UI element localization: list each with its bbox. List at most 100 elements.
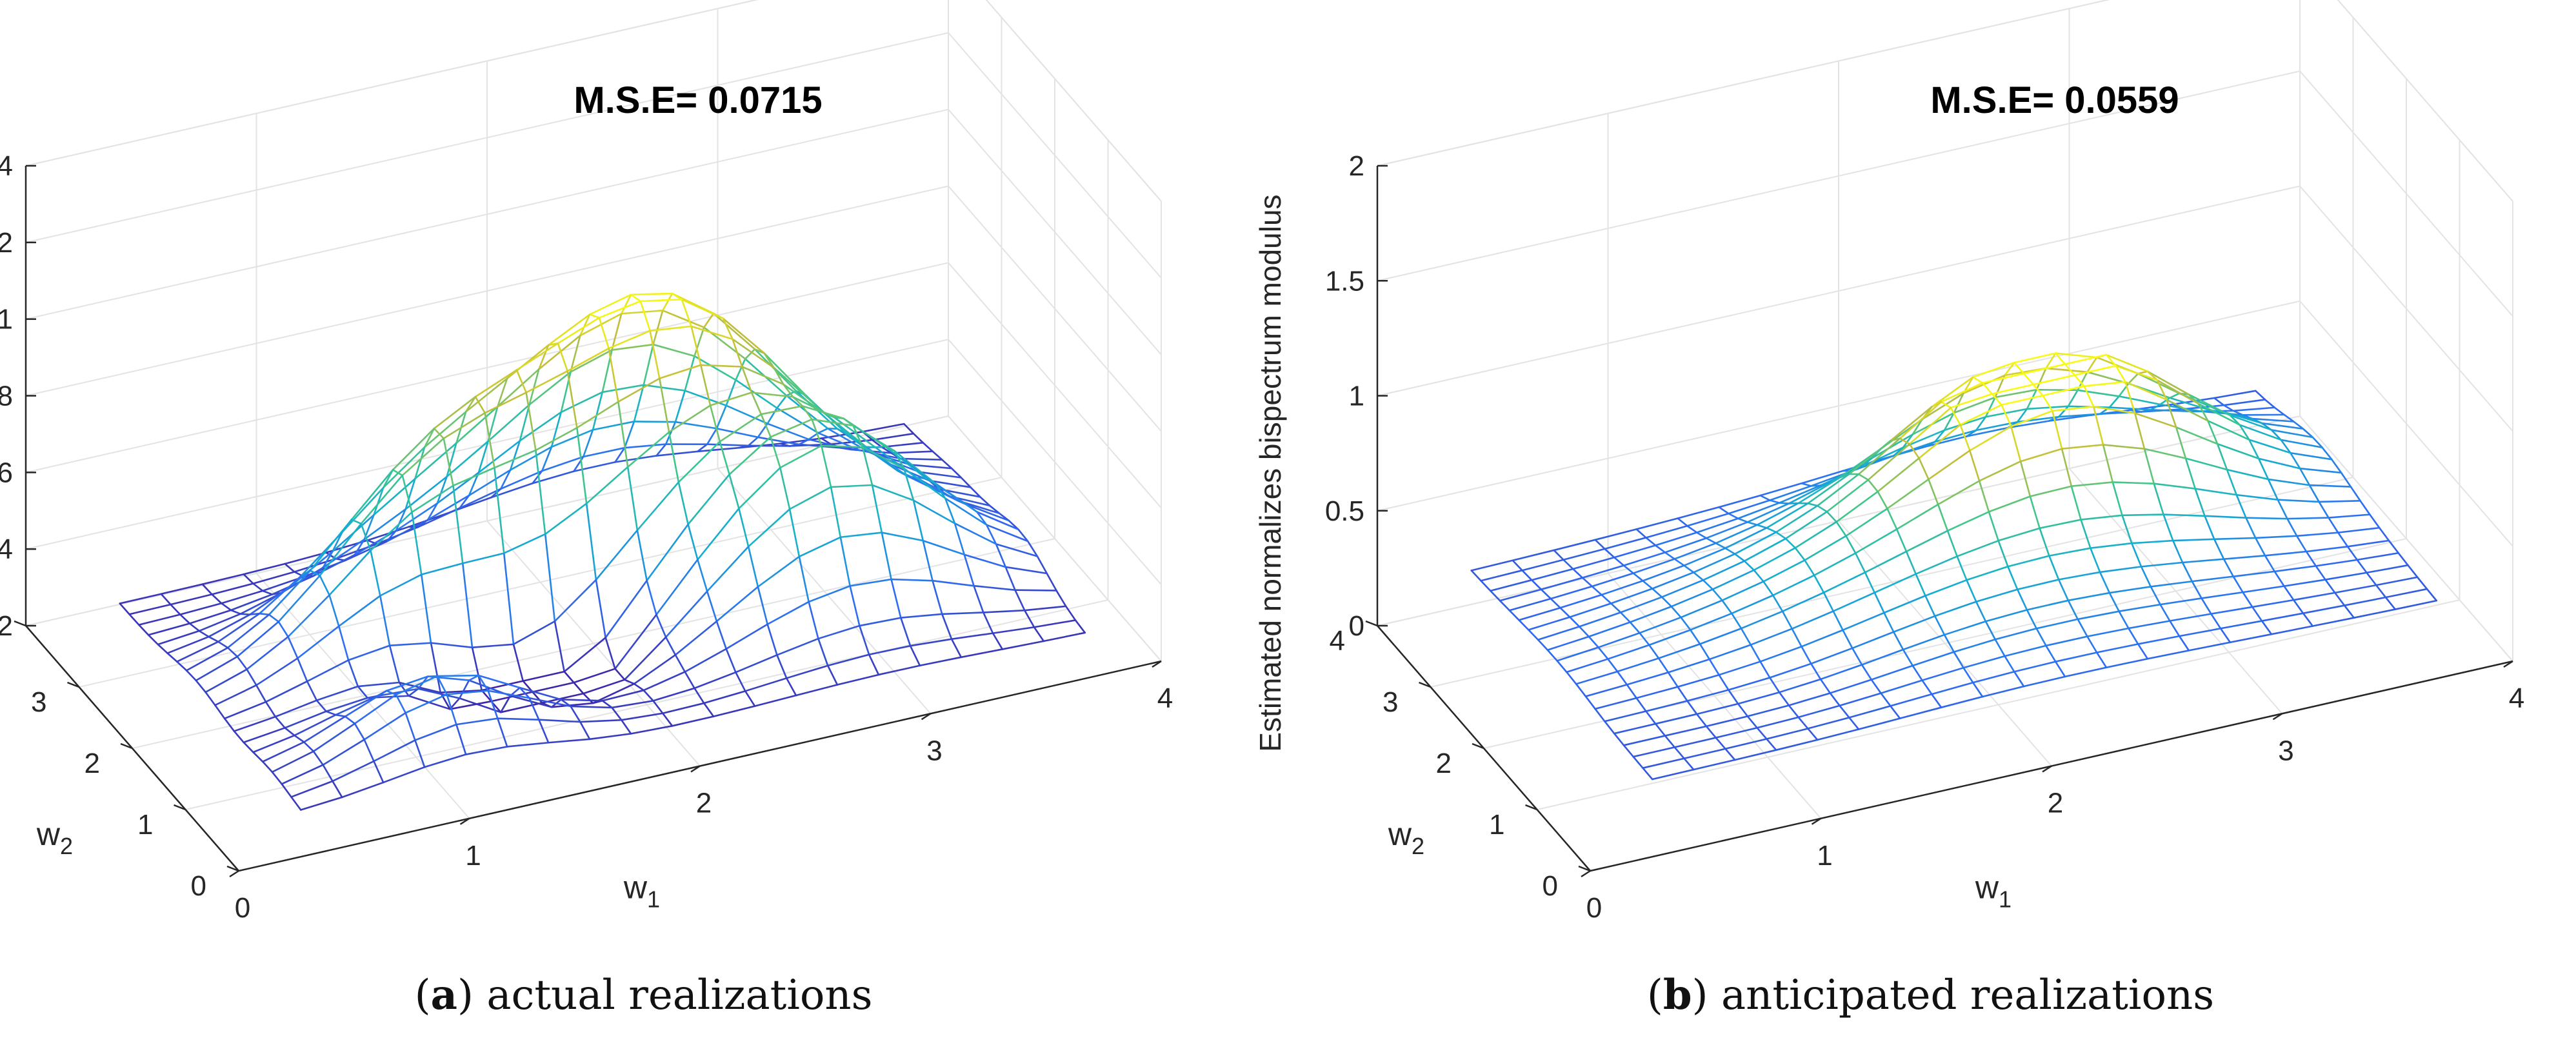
y-tick-label: 0 [1543, 870, 1558, 902]
surface-segment [2077, 618, 2088, 637]
surface-segment [763, 352, 775, 369]
surface-segment [443, 437, 454, 487]
surface-segment [973, 584, 984, 613]
surface-segment [725, 379, 737, 406]
surface-segment [643, 343, 654, 386]
surface-segment [2328, 517, 2339, 533]
x-tick-mark [921, 713, 932, 721]
surface-segment [849, 585, 861, 627]
surface-segment [1880, 692, 1892, 707]
surface-segment [1775, 531, 1787, 540]
surface-segment [1956, 539, 1999, 557]
surface-segment [360, 523, 372, 552]
surface-segment [208, 613, 251, 638]
surface-segment [1563, 559, 1574, 570]
surface-segment [1530, 568, 1574, 581]
grid-line [2299, 185, 2513, 432]
surface-segment [2064, 666, 2108, 678]
surface-segment [935, 483, 946, 499]
surface-segment [2254, 535, 2298, 539]
surface-segment [744, 690, 756, 707]
surface-segment [1861, 446, 1904, 468]
surface-segment [2077, 610, 2120, 621]
surface-segment [1819, 678, 1832, 694]
surface-segment [1801, 482, 1812, 487]
surface-segment [2229, 633, 2273, 644]
surface-segment [763, 352, 806, 396]
surface-segment [319, 523, 363, 577]
surface-segment [1667, 672, 1679, 688]
surface-segment [411, 484, 454, 513]
surface-segment [452, 484, 464, 564]
surface-segment [2181, 558, 2225, 564]
surface-segment [1632, 572, 1644, 582]
surface-segment [1842, 612, 1885, 632]
surface-segment [576, 426, 588, 504]
surface-segment [350, 468, 394, 521]
surface-segment [1746, 704, 1790, 717]
surface-segment [2061, 444, 2104, 450]
surface-segment [414, 723, 457, 741]
surface-segment [1912, 651, 1955, 667]
surface-segment [2222, 404, 2235, 412]
surface-segment [1724, 748, 1736, 761]
surface-segment [179, 613, 191, 624]
surface-segment [261, 741, 305, 762]
surface-segment [1839, 704, 1850, 719]
surface-segment [2057, 413, 2101, 418]
surface-segment [1705, 715, 1749, 728]
surface-segment [611, 343, 654, 351]
surface-segment [2169, 620, 2181, 637]
surface-segment [439, 689, 483, 693]
surface-segment [395, 675, 439, 696]
surface-segment [681, 298, 724, 319]
surface-segment [499, 470, 543, 490]
surface-segment [1886, 508, 1898, 530]
surface-segment [1769, 499, 1781, 504]
surface-segment [2324, 579, 2336, 594]
surface-segment [1597, 646, 1609, 660]
surface-segment [598, 317, 610, 350]
surface-segment [494, 449, 537, 469]
surface-segment [1014, 589, 1057, 592]
surface-segment [464, 746, 508, 755]
surface-segment [312, 722, 356, 753]
surface-segment [1537, 639, 1549, 651]
surface-segment [274, 699, 318, 718]
surface-segment [1670, 588, 1714, 608]
surface-segment [1801, 470, 1844, 484]
surface-segment [2308, 484, 2352, 488]
y-tick-label: 0 [191, 870, 206, 902]
surface-segment [1791, 610, 1835, 630]
surface-segment [439, 692, 451, 710]
surface-segment [170, 593, 213, 606]
surface-segment [423, 753, 467, 768]
surface-segment [2328, 513, 2371, 519]
surface-segment [1553, 549, 1564, 561]
surface-segment [1648, 629, 1692, 646]
surface-segment [426, 494, 470, 521]
surface-segment [2007, 565, 2019, 591]
caption-a-label: a [430, 971, 457, 1019]
surface-segment [912, 499, 956, 524]
surface-segment [2169, 392, 2181, 399]
surface-segment [881, 532, 924, 542]
surface-segment [1753, 547, 1796, 572]
surface-segment [655, 613, 667, 639]
surface-segment [1629, 605, 1673, 623]
surface-segment [1988, 495, 2032, 513]
surface-segment [1845, 535, 1857, 554]
surface-segment [643, 671, 686, 692]
surface-segment [2191, 575, 2235, 583]
surface-segment [1733, 749, 1777, 761]
surface-segment [633, 421, 677, 423]
surface-segment [328, 550, 372, 596]
surface-segment [1728, 677, 1771, 691]
z-tick-label: 0.4 [0, 533, 13, 565]
surface-segment [1677, 673, 1720, 688]
grid-line [948, 415, 1162, 662]
surface-segment [1912, 418, 1923, 435]
surface-segment [137, 613, 181, 626]
surface-segment [1870, 433, 1914, 460]
surface-segment [1629, 621, 1641, 634]
